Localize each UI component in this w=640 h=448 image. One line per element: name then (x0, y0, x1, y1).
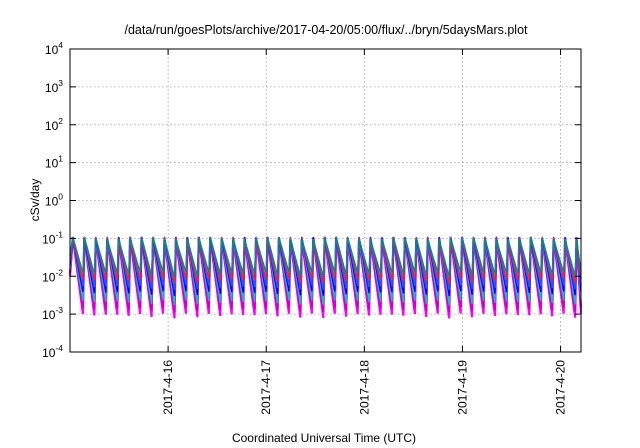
y-axis: 10-4 10-3 10-2 10-1 100 101 102 103 104 (42, 40, 581, 360)
series-line (69, 236, 582, 278)
x-tick-label: 2017-4-17 (259, 360, 273, 415)
chart-title: /data/run/goesPlots/archive/2017-04-20/0… (124, 23, 528, 37)
x-tick-label: 2017-4-19 (455, 360, 469, 415)
x-tick-label: 2017-4-18 (357, 360, 371, 415)
y-tick-label: 10-3 (42, 305, 63, 322)
grid (70, 49, 581, 352)
series-group (68, 236, 583, 319)
y-tick-label: 101 (45, 154, 63, 171)
x-axis: 2017-4-16 2017-4-17 2017-4-18 2017-4-19 2017… (161, 49, 568, 415)
y-axis-label: cSv/day (28, 179, 42, 222)
y-tick-label: 10-1 (42, 229, 63, 246)
x-axis-label: Coordinated Universal Time (UTC) (232, 431, 416, 445)
y-tick-label: 104 (45, 40, 63, 57)
x-tick-label: 2017-4-16 (161, 360, 175, 415)
x-tick-label: 2017-4-20 (554, 360, 568, 415)
y-tick-label: 10-4 (42, 343, 63, 360)
y-tick-label: 102 (45, 116, 63, 133)
y-tick-label: 103 (45, 78, 63, 95)
y-tick-label: 10-2 (42, 267, 63, 284)
y-tick-label: 100 (45, 192, 63, 209)
